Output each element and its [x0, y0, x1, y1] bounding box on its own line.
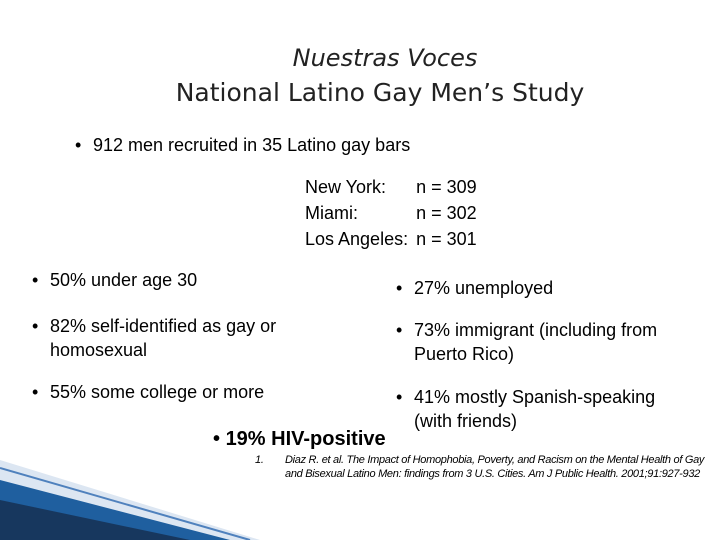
bullet-text: 41% mostly Spanish-speaking (with friend…	[414, 387, 656, 431]
left-bullet: • 55% some college or more	[32, 382, 265, 402]
left-bullet: • 82% self-identified as gay or homosexua…	[32, 316, 277, 360]
bullet-text: 55% some college or more	[50, 382, 265, 402]
city: Miami:	[305, 203, 358, 223]
right-bullet: • 41% mostly Spanish-speaking (with frien…	[396, 387, 656, 431]
decoration	[0, 460, 260, 540]
highlight-bullet: • 19% HIV-positive	[213, 428, 386, 450]
n: n = 302	[416, 203, 477, 223]
intro: 912 men recruited in 35 Latino gay bars	[93, 135, 411, 155]
intro-bullet: • 912 men recruited in 35 Latino gay bars	[75, 135, 411, 155]
bullet-text: 27% unemployed	[414, 278, 554, 298]
bullet-text: 50% under age 30	[50, 270, 198, 290]
bullet-text: 73% immigrant (including from Puerto Ric…	[414, 320, 658, 364]
bullet-text: 82% self-identified as gay or homosexual	[50, 316, 277, 360]
n: n = 301	[416, 229, 477, 249]
title: Nuestras Voces	[292, 44, 478, 72]
left-bullet: • 50% under age 30	[32, 270, 198, 290]
footnote-text: Diaz R. et al. The Impact of Homophobia,…	[285, 454, 705, 480]
subtitle: National Latino Gay Men’s Study	[175, 78, 585, 107]
n: n = 309	[416, 177, 477, 197]
right-bullet: • 27% unemployed	[396, 278, 554, 298]
sites-table: New York: n = 309 Miami: n = 302 Los Angel…	[305, 174, 477, 252]
right-bullet: • 73% immigrant (including from Puerto Ri…	[396, 320, 658, 364]
city: Los Angeles:	[305, 229, 409, 249]
city: New York:	[305, 177, 387, 197]
footnote-number: 1.	[255, 454, 264, 466]
highlight: 19% HIV-positive	[225, 428, 386, 450]
footnote: 1. Diaz R. et al. The Impact of Homophobi…	[255, 453, 704, 480]
